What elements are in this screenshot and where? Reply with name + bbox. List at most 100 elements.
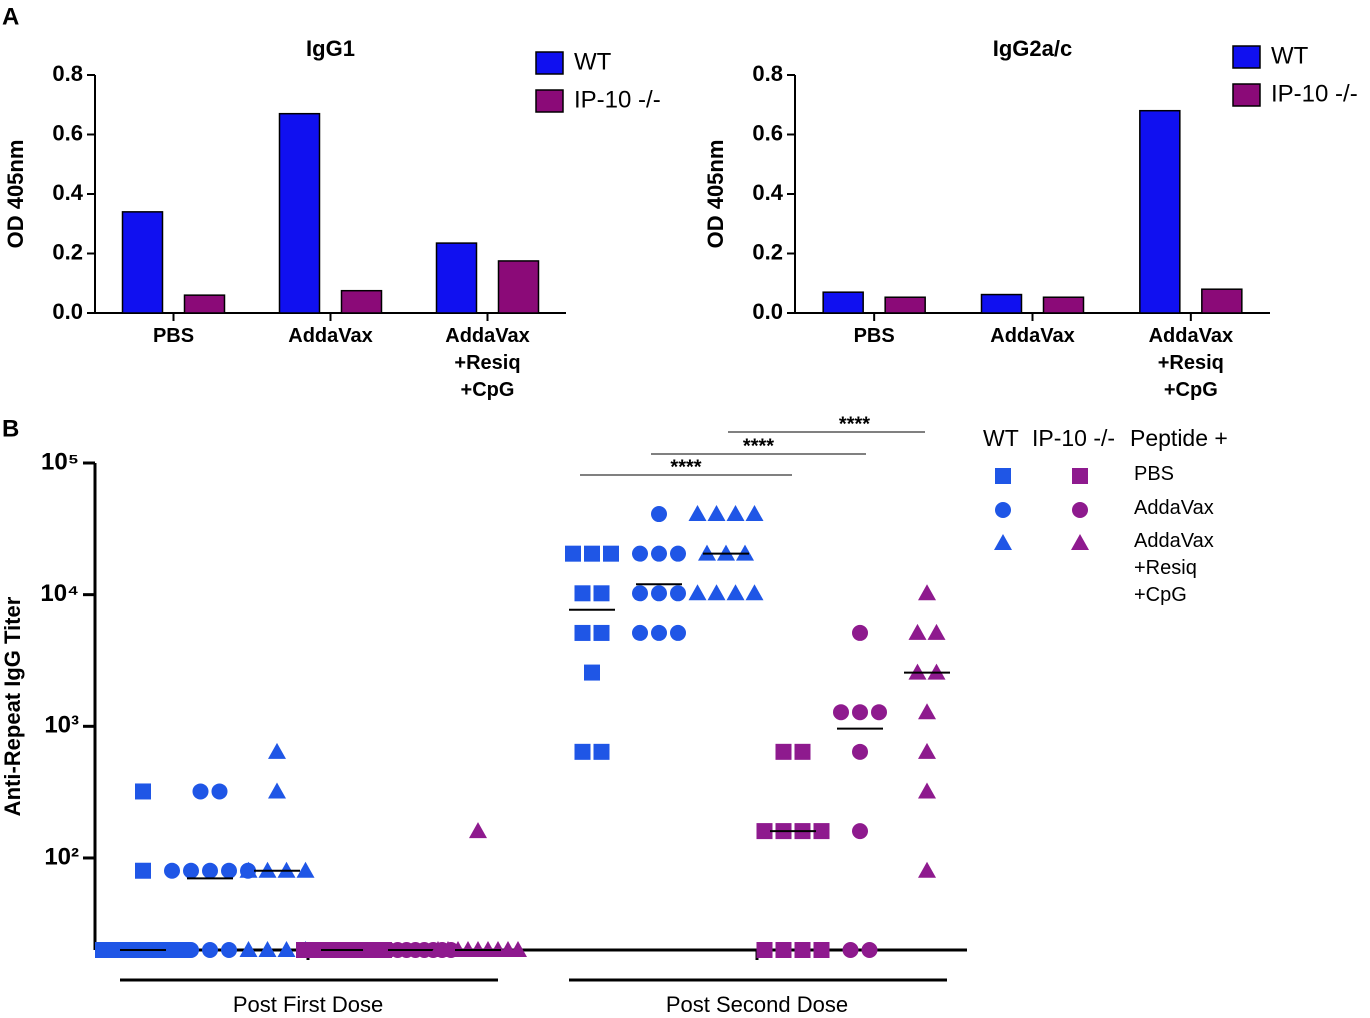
marker-square <box>603 545 619 562</box>
legend-marker <box>1072 468 1088 484</box>
chart-title: IgG1 <box>306 36 355 61</box>
legend-label: IP-10 -/- <box>574 86 661 113</box>
marker-circle <box>842 942 859 958</box>
marker-circle <box>833 704 849 721</box>
legend-marker <box>995 468 1011 484</box>
marker-circle <box>651 624 667 641</box>
significance-label: **** <box>839 413 870 435</box>
marker-circle <box>211 783 228 800</box>
marker-circle <box>871 704 887 721</box>
x-tick-label: PBS <box>152 325 195 347</box>
marker-triangle <box>277 941 296 957</box>
marker-triangle <box>726 505 745 522</box>
marker-circle <box>670 624 686 641</box>
legend-label: WT <box>574 48 612 75</box>
legend-marker <box>1072 502 1088 518</box>
bar <box>278 112 321 314</box>
legend-swatch <box>1232 45 1261 69</box>
legend-marker <box>994 534 1012 550</box>
significance-label: **** <box>670 456 701 478</box>
group-label: Post First Dose <box>233 992 383 1017</box>
marker-circle <box>183 942 199 958</box>
marker-triangle <box>918 703 936 720</box>
marker-triangle <box>707 584 726 601</box>
marker-triangle <box>908 623 927 640</box>
marker-triangle <box>707 505 726 522</box>
marker-triangle <box>268 782 286 799</box>
y-tick-label: 0.4 <box>52 180 83 205</box>
marker-triangle <box>268 742 286 759</box>
marker-circle <box>670 585 686 602</box>
bar <box>183 294 226 314</box>
bar <box>1139 109 1181 314</box>
marker-square <box>565 545 581 562</box>
legend-swatch <box>535 89 564 113</box>
marker-square <box>593 743 610 760</box>
y-tick-label: 10⁴ <box>40 580 79 607</box>
y-tick-label: 10³ <box>44 712 79 739</box>
legend-marker <box>1071 534 1089 550</box>
y-tick-label: 0.8 <box>52 61 83 86</box>
marker-circle <box>852 704 868 721</box>
marker-square <box>584 545 600 562</box>
marker-triangle <box>745 505 764 522</box>
y-tick-label: 0.6 <box>52 120 83 145</box>
y-tick-label: 0.0 <box>752 299 783 324</box>
marker-square <box>813 823 830 840</box>
marker-circle <box>670 545 686 562</box>
marker-triangle <box>509 941 527 957</box>
marker-triangle <box>258 941 277 957</box>
legend-label: PBS <box>1134 463 1175 485</box>
legend-marker <box>995 502 1011 518</box>
marker-square <box>794 942 811 958</box>
marker-circle <box>861 942 878 958</box>
marker-square <box>813 942 830 958</box>
legend-label: AddaVax <box>1134 497 1214 519</box>
y-axis-label: OD 405nm <box>703 140 728 249</box>
marker-square <box>794 743 811 760</box>
marker-triangle <box>927 623 946 640</box>
marker-square <box>574 743 591 760</box>
x-tick-label: AddaVax +Resiq +CpG <box>445 325 530 401</box>
marker-square <box>756 942 773 958</box>
marker-circle <box>632 624 648 641</box>
marker-circle <box>852 743 868 760</box>
chart-title: IgG2a/c <box>993 36 1072 61</box>
marker-square <box>593 624 610 641</box>
legend-label: AddaVax +Resiq +CpG <box>1134 530 1214 606</box>
legend-label: WT <box>1271 42 1309 69</box>
marker-circle <box>651 545 667 562</box>
marker-square <box>775 942 792 958</box>
legend-header: WT <box>983 425 1019 451</box>
x-tick-label: AddaVax <box>288 325 373 347</box>
marker-square <box>756 823 773 840</box>
marker-triangle <box>918 584 936 601</box>
marker-triangle <box>688 584 707 601</box>
marker-circle <box>632 545 648 562</box>
bar <box>884 296 926 314</box>
bar <box>121 211 164 314</box>
bar <box>822 291 864 314</box>
y-tick-label: 0.2 <box>752 239 783 264</box>
marker-square <box>593 585 610 602</box>
marker-circle <box>852 823 868 840</box>
marker-triangle <box>688 505 707 522</box>
marker-circle <box>651 585 667 602</box>
bar <box>497 260 540 314</box>
x-tick-label: PBS <box>853 325 895 347</box>
legend-header: Peptide + <box>1130 425 1228 451</box>
marker-circle <box>651 506 667 523</box>
marker-triangle <box>918 782 936 799</box>
marker-circle <box>183 862 199 879</box>
panel-label: B <box>2 415 19 442</box>
marker-triangle <box>918 861 936 878</box>
x-tick-label: AddaVax <box>990 325 1075 347</box>
marker-circle <box>164 862 180 879</box>
y-tick-label: 0.8 <box>752 61 783 86</box>
x-tick-label: AddaVax +Resiq +CpG <box>1148 325 1234 401</box>
marker-square <box>135 783 151 800</box>
y-tick-label: 0.4 <box>752 180 783 205</box>
legend-swatch <box>1232 83 1261 107</box>
